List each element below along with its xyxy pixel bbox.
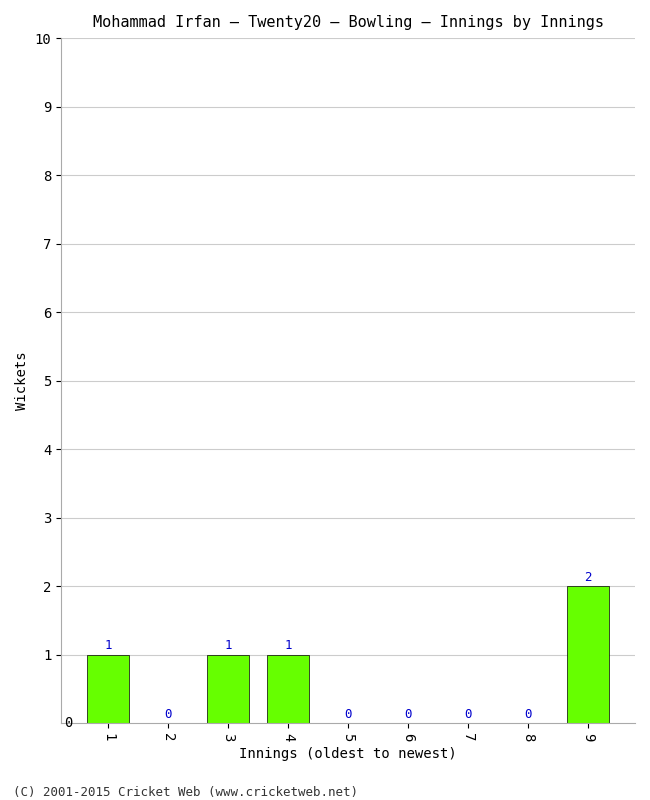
Text: 1: 1 [105, 639, 112, 652]
Text: (C) 2001-2015 Cricket Web (www.cricketweb.net): (C) 2001-2015 Cricket Web (www.cricketwe… [13, 786, 358, 799]
Text: 0: 0 [524, 708, 532, 721]
Bar [567, 586, 609, 723]
Text: 1: 1 [224, 639, 232, 652]
Title: Mohammad Irfan – Twenty20 – Bowling – Innings by Innings: Mohammad Irfan – Twenty20 – Bowling – In… [92, 15, 603, 30]
Text: 0: 0 [164, 708, 172, 721]
Bar [87, 655, 129, 723]
Bar [267, 655, 309, 723]
Text: 0: 0 [344, 708, 352, 721]
Text: 0: 0 [64, 716, 72, 730]
Bar [207, 655, 249, 723]
Text: 2: 2 [584, 570, 592, 583]
Text: 1: 1 [284, 639, 292, 652]
Y-axis label: Wickets: Wickets [15, 351, 29, 410]
X-axis label: Innings (oldest to newest): Innings (oldest to newest) [239, 747, 457, 761]
Text: 0: 0 [404, 708, 411, 721]
Text: 0: 0 [464, 708, 472, 721]
